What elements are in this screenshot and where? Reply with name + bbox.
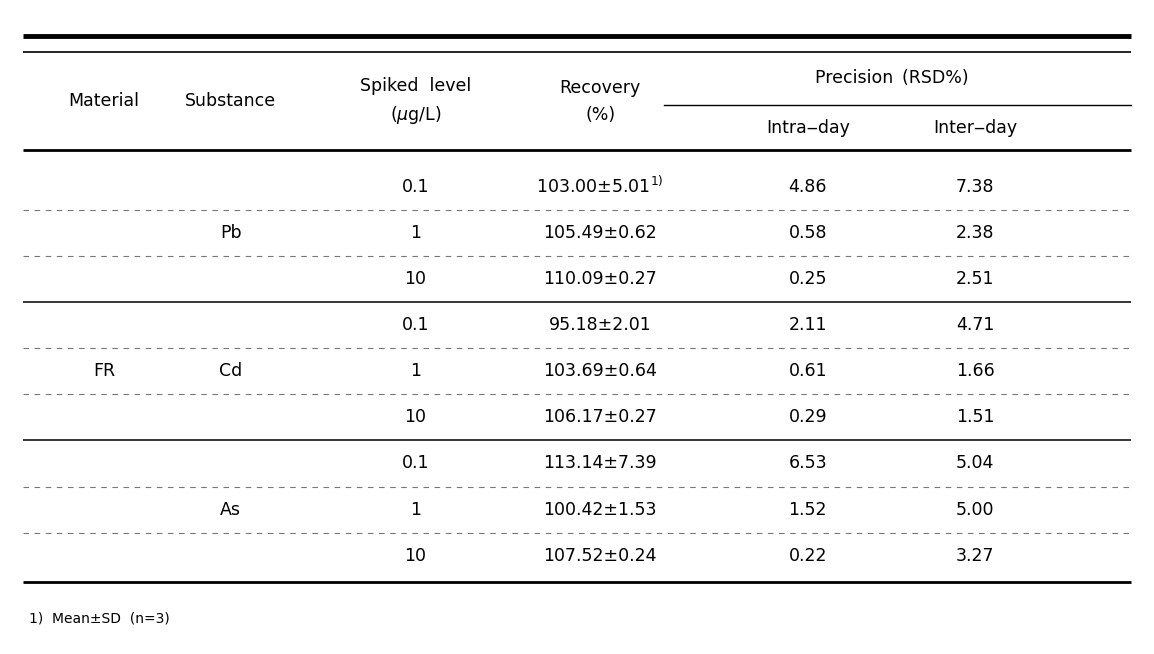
Text: Spiked  level
($\mu$g/L): Spiked level ($\mu$g/L)	[360, 77, 471, 126]
Text: 0.25: 0.25	[788, 270, 827, 288]
Text: 110.09±0.27: 110.09±0.27	[544, 270, 657, 288]
Text: 0.1: 0.1	[402, 455, 429, 472]
Text: 2.51: 2.51	[956, 270, 995, 288]
Text: 4.71: 4.71	[956, 316, 995, 334]
Text: 0.1: 0.1	[402, 316, 429, 334]
Text: 1.66: 1.66	[956, 362, 995, 380]
Text: 3.27: 3.27	[956, 547, 995, 564]
Text: 95.18±2.01: 95.18±2.01	[548, 316, 652, 334]
Text: 100.42±1.53: 100.42±1.53	[544, 500, 657, 519]
Text: 1: 1	[410, 362, 421, 380]
Text: 107.52±0.24: 107.52±0.24	[544, 547, 657, 564]
Text: 1.52: 1.52	[788, 500, 827, 519]
Text: 1.51: 1.51	[956, 408, 995, 426]
Text: Pb: Pb	[220, 224, 241, 242]
Text: 113.14±7.39: 113.14±7.39	[544, 455, 657, 472]
Text: 1: 1	[410, 224, 421, 242]
Text: 1: 1	[410, 500, 421, 519]
Text: 0.61: 0.61	[788, 362, 827, 380]
Text: Substance: Substance	[186, 92, 276, 111]
Text: 5.00: 5.00	[956, 500, 995, 519]
Text: 2.38: 2.38	[956, 224, 995, 242]
Text: 0.22: 0.22	[788, 547, 827, 564]
Text: 5.04: 5.04	[956, 455, 995, 472]
Text: 103.00±5.01$^{1)}$: 103.00±5.01$^{1)}$	[537, 176, 664, 197]
Text: 0.58: 0.58	[788, 224, 827, 242]
Text: 10: 10	[404, 408, 427, 426]
Text: Cd: Cd	[219, 362, 242, 380]
Text: Recovery
(%): Recovery (%)	[560, 79, 640, 124]
Text: 0.1: 0.1	[402, 178, 429, 196]
Text: Intra‒day: Intra‒day	[766, 118, 849, 137]
Text: Inter‒day: Inter‒day	[934, 118, 1017, 137]
Text: 105.49±0.62: 105.49±0.62	[544, 224, 657, 242]
Text: 0.29: 0.29	[788, 408, 827, 426]
Text: Precision (RSD%): Precision (RSD%)	[815, 69, 968, 88]
Text: 2.11: 2.11	[788, 316, 827, 334]
Text: FR: FR	[92, 362, 115, 380]
Text: 7.38: 7.38	[956, 178, 995, 196]
Text: Material: Material	[68, 92, 140, 111]
Text: 106.17±0.27: 106.17±0.27	[544, 408, 657, 426]
Text: 1)  Mean±SD  (n=3): 1) Mean±SD (n=3)	[29, 611, 170, 625]
Text: As: As	[220, 500, 241, 519]
Text: 4.86: 4.86	[788, 178, 827, 196]
Text: 10: 10	[404, 547, 427, 564]
Text: 10: 10	[404, 270, 427, 288]
Text: 6.53: 6.53	[788, 455, 827, 472]
Text: 103.69±0.64: 103.69±0.64	[544, 362, 657, 380]
